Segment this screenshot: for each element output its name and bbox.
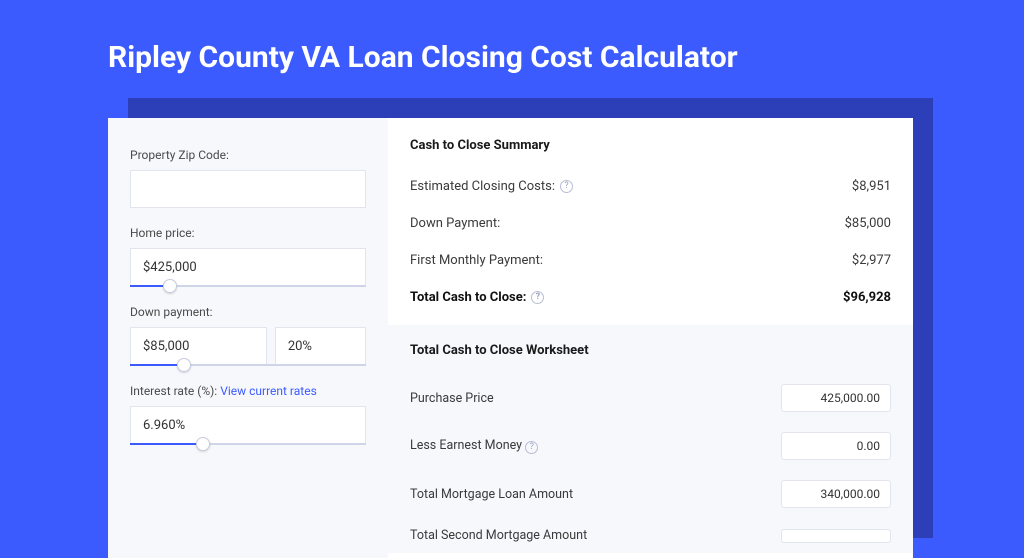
summary-value: $2,977: [852, 253, 891, 268]
results-panel: Cash to Close Summary Estimated Closing …: [388, 118, 913, 558]
worksheet-value: 0.00: [781, 432, 891, 460]
view-rates-link[interactable]: View current rates: [220, 384, 317, 398]
page-title: Ripley County VA Loan Closing Cost Calcu…: [0, 0, 1024, 75]
down-payment-input[interactable]: [130, 327, 267, 365]
worksheet-title: Total Cash to Close Worksheet: [410, 343, 891, 358]
worksheet-row: Less Earnest Money ? 0.00: [410, 422, 891, 470]
zip-group: Property Zip Code:: [130, 148, 366, 208]
home-price-label: Home price:: [130, 226, 366, 240]
interest-label: Interest rate (%): View current rates: [130, 384, 366, 398]
worksheet-row: Total Second Mortgage Amount: [410, 518, 891, 553]
worksheet-value: [781, 529, 891, 543]
summary-row: First Monthly Payment: $2,977: [410, 243, 891, 280]
summary-row: Estimated Closing Costs: ? $8,951: [410, 169, 891, 206]
worksheet-panel: Total Cash to Close Worksheet Purchase P…: [388, 325, 913, 553]
worksheet-label: Total Mortgage Loan Amount: [410, 487, 573, 502]
summary-total-row: Total Cash to Close: ? $96,928: [410, 280, 891, 317]
worksheet-label: Purchase Price: [410, 391, 494, 406]
summary-total-label: Total Cash to Close:: [410, 290, 526, 305]
down-payment-slider[interactable]: [130, 364, 366, 366]
worksheet-label: Total Second Mortgage Amount: [410, 528, 587, 543]
interest-input[interactable]: [130, 406, 366, 444]
calculator-card: Property Zip Code: Home price: Down paym…: [108, 118, 913, 558]
interest-group: Interest rate (%): View current rates: [130, 384, 366, 445]
worksheet-value: 425,000.00: [781, 384, 891, 412]
zip-input[interactable]: [130, 170, 366, 208]
worksheet-row: Total Mortgage Loan Amount 340,000.00: [410, 470, 891, 518]
home-price-slider[interactable]: [130, 285, 366, 287]
home-price-group: Home price:: [130, 226, 366, 287]
help-icon[interactable]: ?: [560, 180, 573, 193]
interest-label-text: Interest rate (%):: [130, 384, 217, 398]
summary-label: Estimated Closing Costs:: [410, 179, 555, 194]
summary-total-value: $96,928: [843, 290, 891, 305]
summary-value: $8,951: [852, 179, 891, 194]
worksheet-row: Purchase Price 425,000.00: [410, 374, 891, 422]
worksheet-label: Less Earnest Money: [410, 438, 522, 453]
down-payment-pct-input[interactable]: [275, 327, 366, 365]
help-icon[interactable]: ?: [525, 441, 538, 454]
summary-row: Down Payment: $85,000: [410, 206, 891, 243]
help-icon[interactable]: ?: [531, 291, 544, 304]
down-payment-label: Down payment:: [130, 305, 366, 319]
worksheet-value: 340,000.00: [781, 480, 891, 508]
summary-label: First Monthly Payment:: [410, 253, 543, 268]
interest-slider[interactable]: [130, 443, 366, 445]
inputs-panel: Property Zip Code: Home price: Down paym…: [108, 118, 388, 558]
zip-label: Property Zip Code:: [130, 148, 366, 162]
summary-value: $85,000: [845, 216, 891, 231]
summary-label: Down Payment:: [410, 216, 500, 231]
summary-title: Cash to Close Summary: [410, 138, 891, 153]
down-payment-group: Down payment:: [130, 305, 366, 366]
